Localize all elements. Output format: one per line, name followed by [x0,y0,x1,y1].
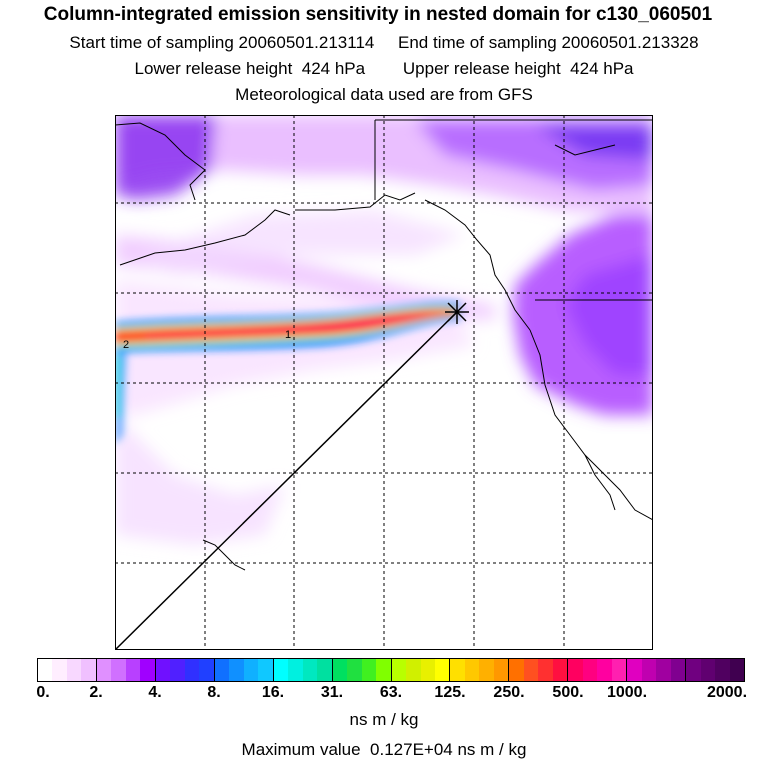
colorbar-swatch [700,659,716,681]
colorbar-swatch [641,659,657,681]
colorbar-swatch [155,659,171,681]
colorbar-swatch [273,659,289,681]
colorbar-segment [449,659,509,681]
colorbar-segment [567,659,627,681]
colorbar-swatch [38,659,53,681]
colorbar-tick-label: 16. [261,684,285,701]
colorbar-swatch [361,659,377,681]
colorbar-swatch [317,659,332,681]
map-frame [115,115,653,650]
met-data-source: Meteorological data used are from GFS [235,85,533,104]
colorbar-tick-label: 8. [207,684,221,701]
colorbar-swatch [493,659,509,681]
emission-sensitivity-map: 1 2 [115,115,653,650]
colorbar-swatch [729,659,745,681]
colorbar-swatch [111,659,126,681]
colorbar-swatch [450,659,465,681]
colorbar-swatch [170,659,185,681]
colorbar-swatch [391,659,407,681]
colorbar-segment [508,659,568,681]
colorbar-swatch [523,659,539,681]
colorbar [37,658,745,682]
colorbar-swatch [347,659,362,681]
colorbar-swatch [184,659,200,681]
colorbar-swatch [420,659,435,681]
colorbar-labels: 0. 2. 4. 8. 16. 31. 63. 125. 250. 500. 1000. 2000. [0,684,768,706]
release-point-star [445,300,469,324]
colorbar-swatch [434,659,450,681]
colorbar-swatch [229,659,244,681]
colorbar-swatch [552,659,568,681]
colorbar-swatch [96,659,112,681]
colorbar-tick-label: 500. [552,684,584,701]
colorbar-swatch [670,659,686,681]
colorbar-swatch [582,659,598,681]
colorbar-tick-label: 31. [320,684,344,701]
coastlines [115,119,653,571]
colorbar-swatch [406,659,421,681]
end-time-label: End time of sampling 20060501.213328 [398,33,699,52]
colorbar-segment [390,659,450,681]
colorbar-swatch [52,659,67,681]
colorbar-segment [213,659,273,681]
colorbar-swatch [125,659,141,681]
release-heights: Lower release height 424 hPa Upper relea… [0,59,768,79]
colorbar-swatch [199,659,214,681]
colorbar-swatch [627,659,642,681]
colorbar-swatch [258,659,273,681]
colorbar-tick-label: 1000. [606,684,648,701]
colorbar-swatch [332,659,348,681]
map-title: Column-integrated emission sensitivity i… [43,4,713,25]
max-value-label: Maximum value 0.127E+04 ns m / kg [241,740,527,759]
colorbar-segment [272,659,332,681]
colorbar-tick-label: 125. [434,684,466,701]
contour-label-2: 2 [123,339,129,351]
colorbar-swatch [302,659,318,681]
units-label: ns m / kg [349,710,419,729]
colorbar-swatch [214,659,230,681]
colorbar-segment [95,659,155,681]
colorbar-segment [38,659,96,681]
contour-label-1: 1 [285,329,291,341]
colorbar-swatch [611,659,627,681]
plume [115,302,460,445]
colorbar-swatch [479,659,494,681]
colorbar-tick-label: 4. [148,684,162,701]
colorbar-swatch [656,659,671,681]
colorbar-swatch [66,659,82,681]
colorbar-tick-label: 2000. [706,684,748,701]
colorbar-swatch [509,659,524,681]
colorbar-swatch [288,659,303,681]
lower-release-height: Lower release height 424 hPa [134,59,366,78]
colorbar-tick-label: 2. [89,684,103,701]
colorbar-swatch [715,659,730,681]
colorbar-tick-label: 63. [379,684,403,701]
colorbar-swatch [597,659,612,681]
colorbar-swatch [243,659,259,681]
colorbar-segment [331,659,391,681]
colorbar-swatch [568,659,583,681]
colorbar-swatch [538,659,553,681]
colorbar-swatch [81,659,96,681]
colorbar-segment [626,659,686,681]
colorbar-tick-label: 250. [493,684,525,701]
colorbar-tick-label: 0. [36,684,50,701]
start-time-label: Start time of sampling 20060501.213114 [69,33,375,52]
colorbar-swatch [376,659,391,681]
upper-release-height: Upper release height 424 hPa [402,59,634,78]
sampling-times: Start time of sampling 20060501.213114 E… [0,33,768,53]
release-diagonal [115,311,458,650]
colorbar-segment [685,659,745,681]
colorbar-swatch [686,659,701,681]
colorbar-swatch [464,659,480,681]
colorbar-swatch [140,659,155,681]
colorbar-segment [154,659,214,681]
